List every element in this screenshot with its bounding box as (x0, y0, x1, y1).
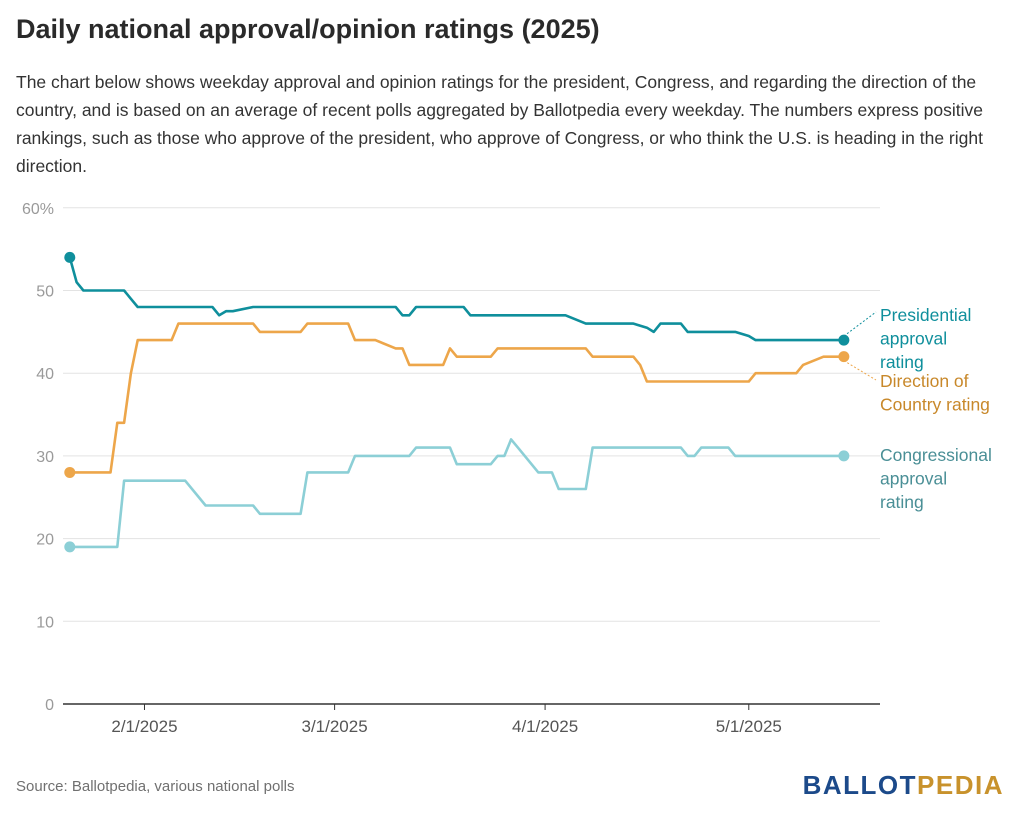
end-point-direction (838, 351, 850, 363)
logo-ballot-text: BALLOT (802, 770, 918, 800)
chart-title: Daily national approval/opinion ratings … (16, 14, 600, 44)
x-axis-ticks: 2/1/2025 3/1/2025 4/1/2025 5/1/2025 (111, 704, 782, 736)
y-tick-label: 40 (36, 366, 54, 383)
y-tick-label: 10 (36, 614, 54, 631)
x-tick-label: 5/1/2025 (716, 717, 782, 736)
y-tick-label: 0 (45, 697, 54, 714)
series-label-line: Congressional (880, 445, 992, 465)
series-label-line: approval (880, 469, 947, 489)
start-point-presidential (64, 251, 76, 263)
source-note: Source: Ballotpedia, various national po… (16, 778, 295, 795)
series-label-line: Presidential (880, 305, 971, 325)
series-label-congressional: Congressional approval rating (880, 445, 992, 512)
x-tick-label: 2/1/2025 (111, 717, 177, 736)
line-chart: 0 10 20 30 40 50 60% 2/1/2025 3/1/2025 4/1/2025 5… (22, 201, 992, 736)
series-label-direction: Direction of Country rating (880, 371, 990, 415)
series-label-line: Country rating (880, 395, 990, 415)
leader-line-direction (843, 360, 877, 381)
end-point-presidential (838, 334, 850, 346)
y-tick-label: 30 (36, 449, 54, 466)
series-label-line: rating (880, 492, 924, 512)
leader-line-presidential (843, 311, 877, 337)
series-label-line: rating (880, 352, 924, 372)
start-point-direction (64, 466, 76, 478)
x-tick-label: 3/1/2025 (302, 717, 368, 736)
logo-pedia-text: PEDIA (917, 770, 1004, 800)
y-tick-label: 50 (36, 284, 54, 301)
series-line-presidential (68, 256, 846, 342)
series-label-presidential: Presidential approval rating (880, 305, 971, 372)
y-tick-label: 60% (22, 201, 54, 218)
series-line-congressional (68, 438, 846, 549)
y-axis-ticks: 0 10 20 30 40 50 60% (22, 201, 54, 714)
start-point-congressional (64, 541, 76, 553)
chart-description: The chart below shows weekday approval a… (16, 72, 983, 176)
ballotpedia-logo[interactable]: BALLOTPEDIA (803, 770, 1004, 801)
series-label-line: Direction of (880, 371, 969, 391)
end-point-congressional (838, 450, 850, 462)
series-label-line: approval (880, 329, 947, 349)
x-tick-label: 4/1/2025 (512, 717, 578, 736)
series-line-direction (68, 322, 846, 474)
y-tick-label: 20 (36, 532, 54, 549)
series-lines (64, 251, 850, 553)
grid-lines (63, 207, 880, 705)
